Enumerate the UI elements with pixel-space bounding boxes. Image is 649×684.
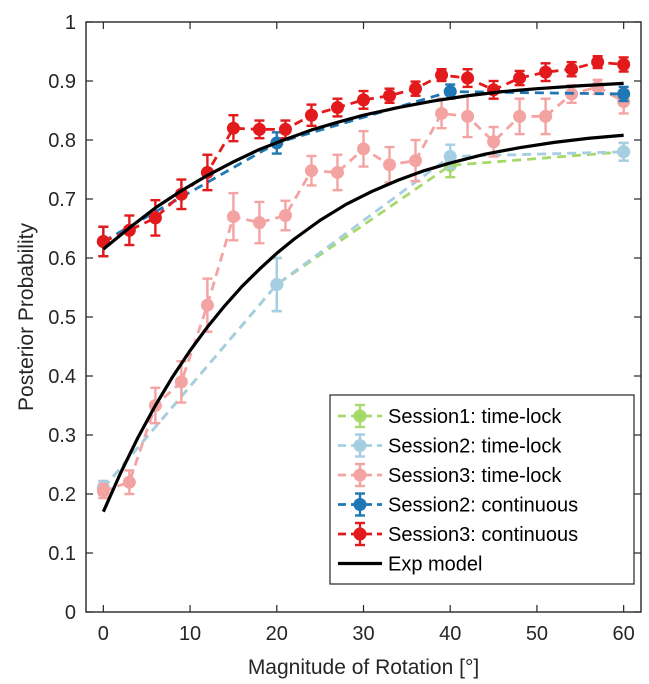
data-point <box>461 109 475 123</box>
y-tick-label: 0.6 <box>48 248 76 270</box>
data-point <box>226 121 240 135</box>
data-point <box>357 142 370 156</box>
series-line-session2-continuous <box>102 90 624 243</box>
data-point <box>122 475 136 489</box>
x-axis-title: Magnitude of Rotation [°] <box>248 656 479 679</box>
x-tick-label: 20 <box>266 623 288 645</box>
data-point <box>383 158 397 172</box>
data-point <box>278 122 292 136</box>
data-point <box>409 82 423 96</box>
data-point <box>148 211 162 225</box>
data-point <box>487 135 501 149</box>
data-point <box>278 209 292 223</box>
legend: Session1: time-lock Session2: time-lock Se… <box>329 394 635 585</box>
series-exp-model <box>101 133 624 513</box>
data-point <box>330 165 344 179</box>
y-tick-label: 0.1 <box>48 543 76 565</box>
legend-item-session2-continuous: Session2: continuous <box>338 492 578 517</box>
legend-label: Session2: continuous <box>388 495 578 517</box>
series-exp-model-continuous <box>102 81 624 251</box>
x-tick-label: 60 <box>613 623 635 645</box>
y-tick-label: 0.8 <box>48 130 76 152</box>
data-point <box>617 87 631 101</box>
y-tick-label: 0.5 <box>48 307 76 329</box>
data-point <box>461 71 475 85</box>
y-tick-label: 0.9 <box>48 71 76 93</box>
data-point <box>539 65 553 79</box>
y-tick-label: 0.3 <box>48 425 76 447</box>
data-point <box>591 80 605 94</box>
data-point <box>330 101 344 115</box>
legend-item-session2-time-lock: Session2: time-lock <box>338 433 562 458</box>
data-point <box>304 108 318 122</box>
y-tick-label: 0.7 <box>48 189 76 211</box>
data-point <box>435 68 449 82</box>
data-point <box>174 375 188 389</box>
series-line-exp-model <box>101 133 624 513</box>
data-point <box>270 278 284 292</box>
data-point <box>539 109 553 123</box>
legend-item-session3-time-lock: Session3: time-lock <box>338 462 562 488</box>
plot-area <box>96 55 631 513</box>
legend-label: Session1: time-lock <box>388 406 562 428</box>
data-point <box>304 164 318 178</box>
data-point <box>443 150 457 164</box>
legend-swatch-marker <box>353 498 367 511</box>
y-tick-label: 0.2 <box>48 484 76 506</box>
legend-swatch-marker <box>353 468 367 482</box>
legend-label: Exp model <box>388 554 483 576</box>
data-point <box>565 62 579 76</box>
data-point <box>226 210 240 224</box>
legend-swatch-marker <box>353 439 367 452</box>
axes: 00.10.20.30.40.50.60.70.80.910 10 20 30 40 50… <box>48 12 642 645</box>
x-tick-label: 30 <box>352 623 374 645</box>
data-point <box>252 122 266 136</box>
data-point <box>409 154 423 168</box>
data-point <box>252 216 266 230</box>
legend-swatch-marker <box>353 409 367 423</box>
data-point <box>591 55 605 69</box>
y-axis-title: Posterior Probability <box>15 223 38 411</box>
data-point <box>96 484 110 498</box>
data-point <box>435 106 449 120</box>
y-tick-label: 1 <box>65 12 76 34</box>
series-line-exp-model-continuous <box>102 81 624 251</box>
legend-box <box>329 394 635 585</box>
data-point <box>357 93 370 107</box>
x-tick-label: 40 <box>439 623 461 645</box>
data-point <box>513 71 527 85</box>
legend-label: Session2: time-lock <box>388 436 562 458</box>
data-point <box>617 57 631 71</box>
legend-swatch-marker <box>353 527 367 541</box>
data-point <box>200 298 214 312</box>
legend-item-session1-time-lock: Session1: time-lock <box>338 403 562 429</box>
series-session3-continuous <box>96 55 631 258</box>
x-tick-label: 0 <box>98 623 109 645</box>
data-point <box>617 145 631 159</box>
series-session2-continuous <box>96 83 631 258</box>
legend-label: Session3: continuous <box>388 524 578 546</box>
legend-label: Session3: time-lock <box>388 465 562 487</box>
legend-item-session3-continuous: Session3: continuous <box>338 521 578 547</box>
x-tick-label: 10 <box>179 623 201 645</box>
series-line-session3-continuous <box>102 60 624 243</box>
x-tick-label: 50 <box>526 623 548 645</box>
series-line-session2-time-lock <box>102 150 624 490</box>
data-point <box>383 89 397 103</box>
legend-item-exp-model: Exp model <box>338 554 483 576</box>
y-tick-label: 0 <box>65 602 76 624</box>
data-point <box>443 85 457 99</box>
data-point <box>513 109 527 123</box>
y-tick-label: 0.4 <box>48 366 76 388</box>
